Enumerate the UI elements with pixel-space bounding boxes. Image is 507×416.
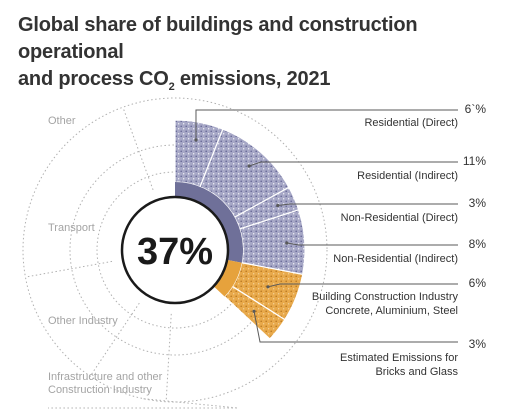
segment-value: 3% [469,196,487,210]
leader-line [253,311,458,343]
chart-title: Global share of buildings and constructi… [18,12,488,101]
buildings-band [175,182,244,263]
leader-line [277,203,458,207]
leader-dot [252,309,256,313]
leader-dot [266,285,270,289]
leader-lines [194,109,458,343]
leader-dot [276,203,280,208]
segment-label: Residential (Indirect) [357,170,458,182]
sector-divider [25,260,113,278]
title-subscript: 2 [168,81,175,93]
sector-divider [165,313,172,402]
segment-value: 8% [469,237,487,251]
leader-line [286,242,458,246]
infrastructure-leader [48,398,239,409]
outer-guide-circle [22,97,328,403]
segment-value: 3% [469,337,487,351]
other-sector-label: Other [48,115,76,127]
segment-label: Concrete, Aluminium, Steel [325,305,458,317]
other-sector-labels: Other Transport Other Industry Infrastructu… [48,115,239,409]
segment-label: Building Construction Industry [312,291,459,303]
segment-label: Residential (Direct) [364,117,458,129]
leader-line [267,283,458,288]
center-value: 37% [137,231,213,273]
leader-dot [194,138,198,142]
segment-label: Bricks and Glass [375,366,458,378]
segment-label: Non-Residential (Direct) [341,212,458,224]
title-line-2-end: emissions, 2021 [174,68,331,90]
other-sector-label: Other Industry [48,315,118,327]
segment-label: Non-Residential (Indirect) [333,253,458,265]
construction-band [213,259,242,297]
segment-value: 6% [469,276,487,290]
other-sector-label: Infrastructure and other [48,371,163,383]
other-sector-label: Transport [48,222,95,234]
title-line-2: and process CO [18,68,169,90]
center-circle [120,195,230,305]
leader-line [195,109,458,140]
segment-value: 6`% [465,102,487,116]
other-sector-label: Construction Industry [48,384,152,396]
inner-ring [175,182,244,297]
leader-dot [247,164,251,168]
segment-labels: 6`% Residential (Direct) 11% Residential (I… [312,102,486,378]
leader-dot [285,241,289,245]
segment-value: 11% [463,154,486,168]
segment-label: Estimated Emissions for [340,352,458,364]
leader-line [248,161,458,167]
title-line-1: Global share of buildings and constructi… [18,14,418,63]
sector-divider [122,107,154,191]
sector-divider [89,302,140,377]
